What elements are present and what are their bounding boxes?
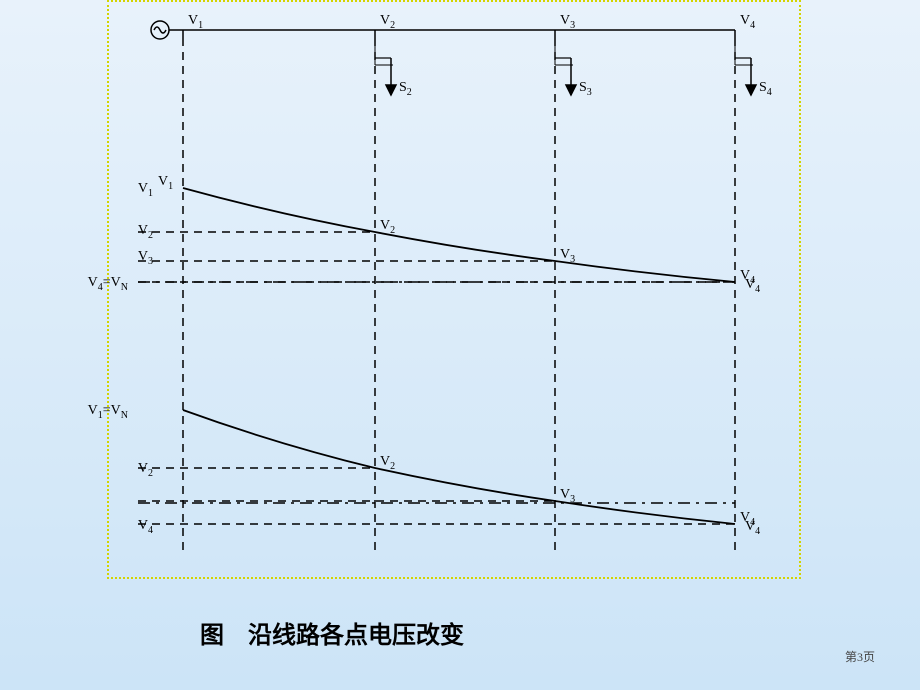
svg-text:S3: S3 <box>579 80 592 98</box>
svg-text:V4: V4 <box>138 518 153 536</box>
svg-text:V4: V4 <box>745 519 760 537</box>
svg-text:V3: V3 <box>560 13 575 31</box>
svg-text:S4: S4 <box>759 80 772 98</box>
svg-text:V4=VN: V4=VN <box>88 275 128 293</box>
figure-caption: 图 沿线路各点电压改变 <box>200 615 464 650</box>
svg-text:V2: V2 <box>138 461 153 479</box>
svg-text:V1: V1 <box>138 181 153 199</box>
svg-text:V4: V4 <box>745 277 760 295</box>
svg-text:V3: V3 <box>138 249 153 267</box>
svg-text:V1: V1 <box>158 174 173 192</box>
svg-text:V1=VN: V1=VN <box>88 403 128 421</box>
diagram-svg: V1V2V3V4S2S3S4V1V2V3V4V1V2V3V4=VNV4V2V3V… <box>0 0 920 690</box>
svg-text:V2: V2 <box>380 13 395 31</box>
svg-text:V4: V4 <box>740 13 755 31</box>
svg-text:V2: V2 <box>138 223 153 241</box>
svg-text:S2: S2 <box>399 80 412 98</box>
page-number: 第3页 <box>845 648 875 665</box>
svg-text:V1: V1 <box>188 13 203 31</box>
